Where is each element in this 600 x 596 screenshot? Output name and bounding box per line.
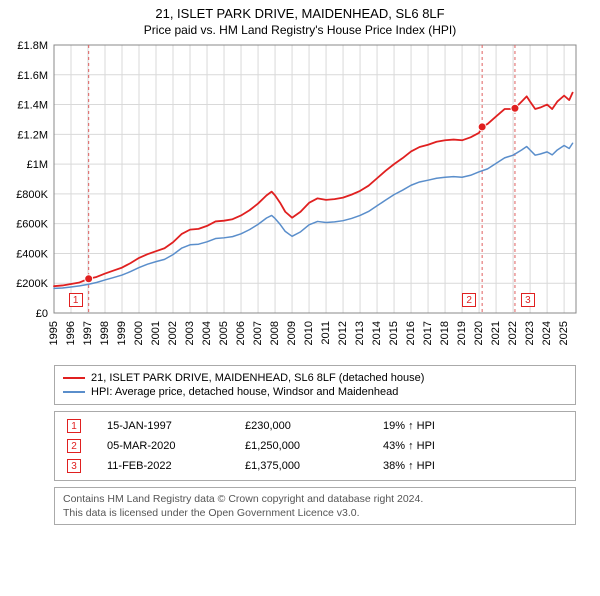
y-tick-label: £600K (16, 219, 48, 231)
chart-title-line2: Price paid vs. HM Land Registry's House … (0, 23, 600, 37)
x-tick-label: 1997 (82, 321, 94, 345)
x-tick-label: 2020 (473, 321, 485, 345)
x-tick-label: 2007 (252, 321, 264, 345)
y-tick-label: £1.4M (17, 100, 48, 112)
event-badge-cell: 2 (63, 436, 103, 456)
chart-title-line1: 21, ISLET PARK DRIVE, MAIDENHEAD, SL6 8L… (0, 6, 600, 21)
event-delta: 19% ↑ HPI (379, 416, 567, 436)
x-tick-label: 2013 (354, 321, 366, 345)
event-badge-cell: 3 (63, 456, 103, 476)
event-badge-icon: 2 (67, 439, 81, 453)
y-tick-label: £1.8M (17, 40, 48, 52)
x-tick-label: 1995 (48, 321, 60, 345)
x-tick-label: 2024 (541, 321, 553, 345)
x-tick-label: 2021 (490, 321, 502, 345)
x-tick-label: 2009 (286, 321, 298, 345)
events-table: 1 15-JAN-1997£230,00019% ↑ HPI 2 05-MAR-202… (54, 411, 576, 481)
event-date: 05-MAR-2020 (103, 436, 241, 456)
x-tick-label: 2003 (184, 321, 196, 345)
x-tick-label: 1996 (65, 321, 77, 345)
x-tick-label: 2018 (439, 321, 451, 345)
x-tick-label: 2025 (558, 321, 570, 345)
y-tick-label: £1.6M (17, 70, 48, 82)
attribution-footer: Contains HM Land Registry data © Crown c… (54, 487, 576, 525)
event-date: 15-JAN-1997 (103, 416, 241, 436)
x-tick-label: 2017 (422, 321, 434, 345)
y-tick-label: £1.2M (17, 129, 48, 141)
event-delta: 38% ↑ HPI (379, 456, 567, 476)
y-tick-label: £800K (16, 189, 48, 201)
x-tick-label: 2005 (218, 321, 230, 345)
x-tick-label: 2002 (167, 321, 179, 345)
x-tick-label: 2004 (201, 321, 213, 345)
x-tick-label: 2014 (371, 321, 383, 345)
x-tick-label: 2012 (337, 321, 349, 345)
x-tick-label: 1998 (99, 321, 111, 345)
event-row: 3 11-FEB-2022£1,375,00038% ↑ HPI (63, 456, 567, 476)
event-marker (85, 275, 93, 283)
event-badge-icon: 1 (67, 419, 81, 433)
event-price: £1,250,000 (241, 436, 379, 456)
event-badge-1: 1 (69, 293, 83, 307)
y-tick-label: £1M (27, 159, 48, 171)
x-tick-label: 2008 (269, 321, 281, 345)
footer-line2: This data is licensed under the Open Gov… (63, 506, 567, 520)
x-tick-label: 2015 (388, 321, 400, 345)
legend: 21, ISLET PARK DRIVE, MAIDENHEAD, SL6 8L… (54, 365, 576, 405)
x-tick-label: 2010 (303, 321, 315, 345)
x-tick-label: 2022 (507, 321, 519, 345)
legend-label: 21, ISLET PARK DRIVE, MAIDENHEAD, SL6 8L… (91, 372, 424, 384)
event-row: 2 05-MAR-2020£1,250,00043% ↑ HPI (63, 436, 567, 456)
event-badge-icon: 3 (67, 459, 81, 473)
event-row: 1 15-JAN-1997£230,00019% ↑ HPI (63, 416, 567, 436)
x-tick-label: 2019 (456, 321, 468, 345)
event-badge-2: 2 (462, 293, 476, 307)
legend-label: HPI: Average price, detached house, Wind… (91, 386, 398, 398)
event-badge-3: 3 (521, 293, 535, 307)
y-tick-label: £0 (36, 308, 48, 320)
x-tick-label: 2011 (320, 321, 332, 345)
legend-swatch (63, 391, 85, 393)
x-tick-label: 2000 (133, 321, 145, 345)
y-tick-label: £400K (16, 248, 48, 260)
footer-line1: Contains HM Land Registry data © Crown c… (63, 492, 567, 506)
legend-swatch (63, 377, 85, 379)
event-marker (511, 104, 519, 112)
event-price: £1,375,000 (241, 456, 379, 476)
event-badge-cell: 1 (63, 416, 103, 436)
x-tick-label: 2016 (405, 321, 417, 345)
x-tick-label: 2006 (235, 321, 247, 345)
event-marker (478, 123, 486, 131)
event-delta: 43% ↑ HPI (379, 436, 567, 456)
x-tick-label: 1999 (116, 321, 128, 345)
x-tick-label: 2023 (524, 321, 536, 345)
legend-row: 21, ISLET PARK DRIVE, MAIDENHEAD, SL6 8L… (63, 372, 567, 384)
chart-svg: £0 £200K £400K £600K £800K £1M £1.2M £1.4M £1.6M… (0, 39, 600, 359)
x-tick-label: 2001 (150, 321, 162, 345)
legend-row: HPI: Average price, detached house, Wind… (63, 386, 567, 398)
y-tick-label: £200K (16, 278, 48, 290)
event-price: £230,000 (241, 416, 379, 436)
event-date: 11-FEB-2022 (103, 456, 241, 476)
chart-area: £0 £200K £400K £600K £800K £1M £1.2M £1.4M £1.6M… (0, 39, 600, 359)
